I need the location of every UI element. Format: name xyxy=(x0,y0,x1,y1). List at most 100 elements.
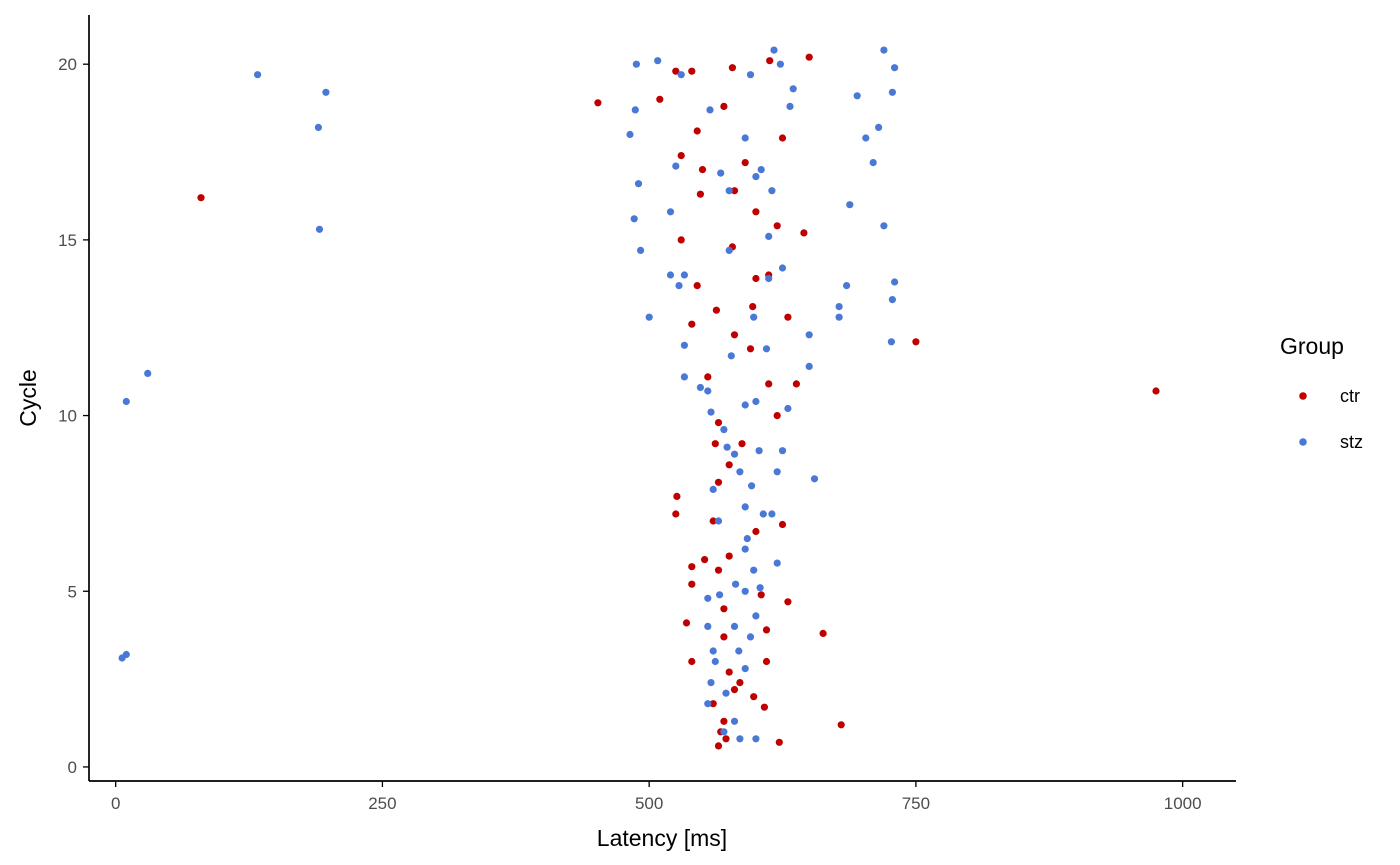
point-stz-68 xyxy=(720,426,728,434)
point-ctr-56 xyxy=(720,717,728,725)
point-ctr-18 xyxy=(773,222,781,230)
point-stz-24 xyxy=(634,180,643,188)
point-ctr-4 xyxy=(837,721,845,729)
point-stz-73 xyxy=(757,166,765,174)
point-stz-50 xyxy=(768,510,776,518)
point-stz-17 xyxy=(888,88,897,96)
point-ctr-28 xyxy=(704,373,712,381)
point-stz-15 xyxy=(789,85,797,93)
point-stz-79 xyxy=(666,271,675,279)
point-ctr-31 xyxy=(773,412,781,420)
point-stz-5 xyxy=(122,397,130,406)
point-stz-55 xyxy=(704,622,712,631)
point-ctr-15 xyxy=(698,166,707,174)
point-ctr-53 xyxy=(730,686,739,694)
point-stz-81 xyxy=(675,282,683,290)
point-ctr-62 xyxy=(778,134,787,142)
point-ctr-57 xyxy=(722,735,730,743)
point-stz-1 xyxy=(322,88,330,96)
point-stz-56 xyxy=(746,633,755,641)
point-ctr-51 xyxy=(725,668,733,676)
legend-key-stz xyxy=(1299,438,1307,446)
point-ctr-9 xyxy=(728,64,737,72)
point-ctr-8 xyxy=(688,67,696,75)
point-stz-82 xyxy=(696,383,705,392)
point-stz-42 xyxy=(704,387,712,395)
point-stz-16 xyxy=(853,92,861,100)
point-ctr-70 xyxy=(750,693,758,701)
point-stz-88 xyxy=(716,591,724,599)
point-ctr-43 xyxy=(688,563,696,571)
point-stz-78 xyxy=(725,187,733,195)
point-stz-49 xyxy=(741,503,749,511)
point-stz-67 xyxy=(730,450,739,458)
y-tick-label: 20 xyxy=(58,55,77,74)
point-ctr-48 xyxy=(720,633,728,641)
point-stz-48 xyxy=(709,485,717,493)
point-stz-43 xyxy=(752,397,760,406)
point-stz-97 xyxy=(741,401,749,409)
point-ctr-25 xyxy=(784,313,792,321)
point-stz-47 xyxy=(773,468,781,476)
point-stz-21 xyxy=(875,123,883,131)
point-stz-10 xyxy=(770,46,778,54)
point-ctr-46 xyxy=(784,598,792,606)
point-stz-93 xyxy=(765,232,773,240)
point-stz-38 xyxy=(680,341,689,349)
point-ctr-42 xyxy=(714,566,723,574)
point-stz-98 xyxy=(755,447,763,455)
point-stz-61 xyxy=(736,735,744,743)
point-stz-91 xyxy=(730,717,739,725)
point-stz-11 xyxy=(880,46,888,54)
point-ctr-7 xyxy=(672,67,680,75)
legend-label-stz: stz xyxy=(1340,432,1363,452)
point-stz-9 xyxy=(654,57,662,65)
point-stz-4 xyxy=(144,369,152,377)
point-stz-69 xyxy=(762,345,771,353)
point-stz-51 xyxy=(773,559,781,567)
point-stz-29 xyxy=(880,222,888,230)
point-ctr-65 xyxy=(752,274,760,283)
point-ctr-26 xyxy=(730,331,739,339)
point-stz-95 xyxy=(750,313,758,321)
point-stz-36 xyxy=(887,338,896,346)
point-stz-39 xyxy=(680,373,689,381)
point-stz-7 xyxy=(118,654,126,662)
point-stz-76 xyxy=(741,134,749,142)
point-stz-53 xyxy=(741,587,749,595)
point-stz-46 xyxy=(810,475,819,483)
point-stz-84 xyxy=(723,443,731,451)
point-stz-31 xyxy=(843,282,851,290)
point-stz-28 xyxy=(666,208,675,216)
point-stz-83 xyxy=(707,408,715,416)
x-tick-label: 500 xyxy=(635,794,663,813)
point-stz-60 xyxy=(720,728,728,736)
point-ctr-39 xyxy=(752,527,760,536)
point-stz-45 xyxy=(778,447,787,455)
point-stz-77 xyxy=(717,169,725,177)
point-stz-14 xyxy=(891,64,899,72)
point-stz-44 xyxy=(784,404,792,413)
point-stz-8 xyxy=(632,60,641,68)
point-stz-27 xyxy=(630,215,638,223)
y-tick-label: 10 xyxy=(58,407,77,426)
legend-key-ctr xyxy=(1299,392,1307,400)
point-ctr-54 xyxy=(709,700,717,708)
point-stz-40 xyxy=(805,331,813,339)
point-ctr-10 xyxy=(766,57,774,65)
point-ctr-0 xyxy=(197,194,205,202)
point-stz-34 xyxy=(835,303,843,311)
point-ctr-63 xyxy=(712,306,721,314)
point-stz-86 xyxy=(743,535,751,543)
point-stz-52 xyxy=(750,566,758,574)
point-ctr-34 xyxy=(725,461,733,469)
point-stz-25 xyxy=(672,162,680,170)
legend: Group ctr stz xyxy=(1280,333,1363,452)
point-stz-103 xyxy=(735,647,743,655)
point-ctr-12 xyxy=(720,102,728,110)
x-axis-ticks: 0 250 500 750 1000 xyxy=(111,781,1202,813)
point-stz-33 xyxy=(888,296,897,304)
point-ctr-20 xyxy=(677,236,685,244)
y-tick-label: 0 xyxy=(68,758,77,777)
